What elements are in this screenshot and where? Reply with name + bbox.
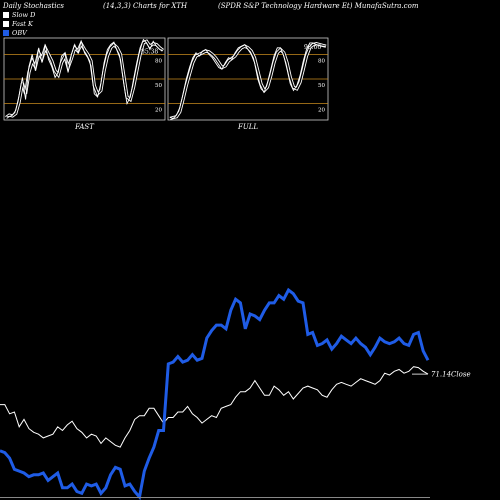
legend-label-obv: OBV — [12, 29, 27, 37]
fast-level-label-80: 80 — [155, 58, 162, 64]
obv-line — [0, 287, 430, 500]
legend-swatch-slow-d — [3, 12, 9, 18]
chart-title-middle: (14,3,3) Charts for XTH — [103, 2, 188, 10]
fast-last-value-label: 85.38 — [141, 48, 158, 55]
full-panel-title: FULL — [237, 123, 258, 131]
fast-slow-d-line — [5, 40, 164, 119]
full-fast-k-line — [169, 42, 326, 119]
legend-label-slow-d: Slow D — [12, 11, 36, 19]
full-level-label-50: 50 — [318, 83, 325, 89]
full-level-label-80: 80 — [318, 58, 325, 64]
legend-label-fast-k: Fast K — [12, 20, 33, 28]
fast-level-label-50: 50 — [155, 83, 162, 89]
chart-title-right: (SPDR S&P Technology Hardware Et) Munafa… — [218, 2, 419, 10]
fast-panel-title: FAST — [74, 123, 95, 131]
full-slow-d-line — [169, 42, 327, 120]
full-last-value-label: 90.66 — [304, 44, 321, 51]
fast-fast-k-line — [5, 38, 164, 118]
legend-item-obv: OBV — [3, 29, 27, 37]
legend-item-slow-d: Slow D — [3, 11, 35, 19]
full-slow-d-outline — [169, 42, 327, 120]
chart-title-left: Daily Stochastics — [3, 2, 65, 10]
fast-level-label-20: 20 — [155, 108, 162, 114]
full-level-label-20: 20 — [318, 108, 325, 114]
legend-swatch-obv — [3, 30, 9, 36]
legend-item-fast-k: Fast K — [3, 20, 33, 28]
close-price-line — [0, 366, 429, 448]
close-last-value-label: 71.14Close — [431, 371, 471, 379]
legend-swatch-fast-k — [3, 21, 9, 27]
